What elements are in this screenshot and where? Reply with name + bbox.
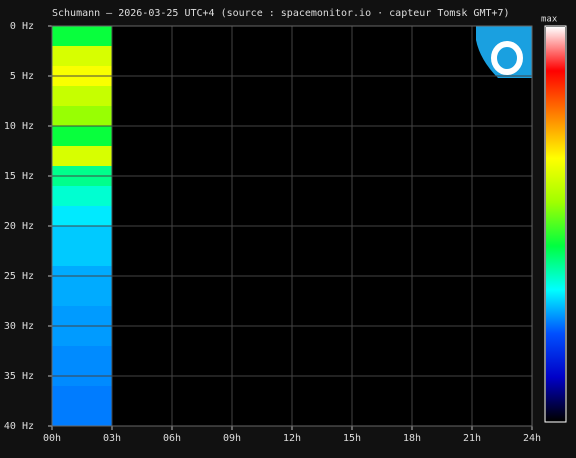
spectrum-band (52, 206, 112, 226)
spectrum-band (52, 326, 112, 346)
chart-title: Schumann — 2026-03-25 UTC+4 (source : sp… (52, 8, 510, 19)
spectrum-band (52, 126, 112, 146)
x-tick-label: 03h (103, 433, 121, 444)
spectrum-band (52, 226, 112, 246)
logo-letter (491, 41, 523, 75)
x-tick-label: 12h (283, 433, 301, 444)
x-tick-label: 00h (43, 433, 61, 444)
spectrum-band (52, 86, 112, 106)
spectrum-band (52, 306, 112, 326)
colorbar-label: max (541, 15, 558, 25)
spectrum-band (52, 186, 112, 206)
spectrum-band (52, 146, 112, 166)
x-tick-label: 15h (343, 433, 361, 444)
spectrum-band (52, 406, 112, 426)
plot-frame (51, 25, 533, 427)
y-tick-label: 20 Hz (4, 221, 34, 232)
spectrum-band (52, 46, 112, 66)
spectrum-band (52, 386, 112, 406)
y-tick-label: 5 Hz (10, 71, 34, 82)
x-tick-label: 09h (223, 433, 241, 444)
colorbar (546, 27, 565, 421)
colorbar-frame (544, 25, 567, 423)
x-tick-label: 24h (523, 433, 541, 444)
logo (476, 26, 532, 78)
x-tick-label: 06h (163, 433, 181, 444)
spectrum-band (52, 246, 112, 266)
y-tick-label: 0 Hz (10, 21, 34, 32)
y-tick-label: 30 Hz (4, 321, 34, 332)
y-tick-label: 40 Hz (4, 421, 34, 432)
spectrum-band (52, 26, 112, 46)
x-tick-label: 18h (403, 433, 421, 444)
spectrum-band (52, 346, 112, 366)
spectrum-band (52, 106, 112, 126)
y-tick-label: 35 Hz (4, 371, 34, 382)
x-tick-label: 21h (463, 433, 481, 444)
spectrum-band (52, 286, 112, 306)
y-tick-label: 25 Hz (4, 271, 34, 282)
y-tick-label: 10 Hz (4, 121, 34, 132)
y-tick-label: 15 Hz (4, 171, 34, 182)
